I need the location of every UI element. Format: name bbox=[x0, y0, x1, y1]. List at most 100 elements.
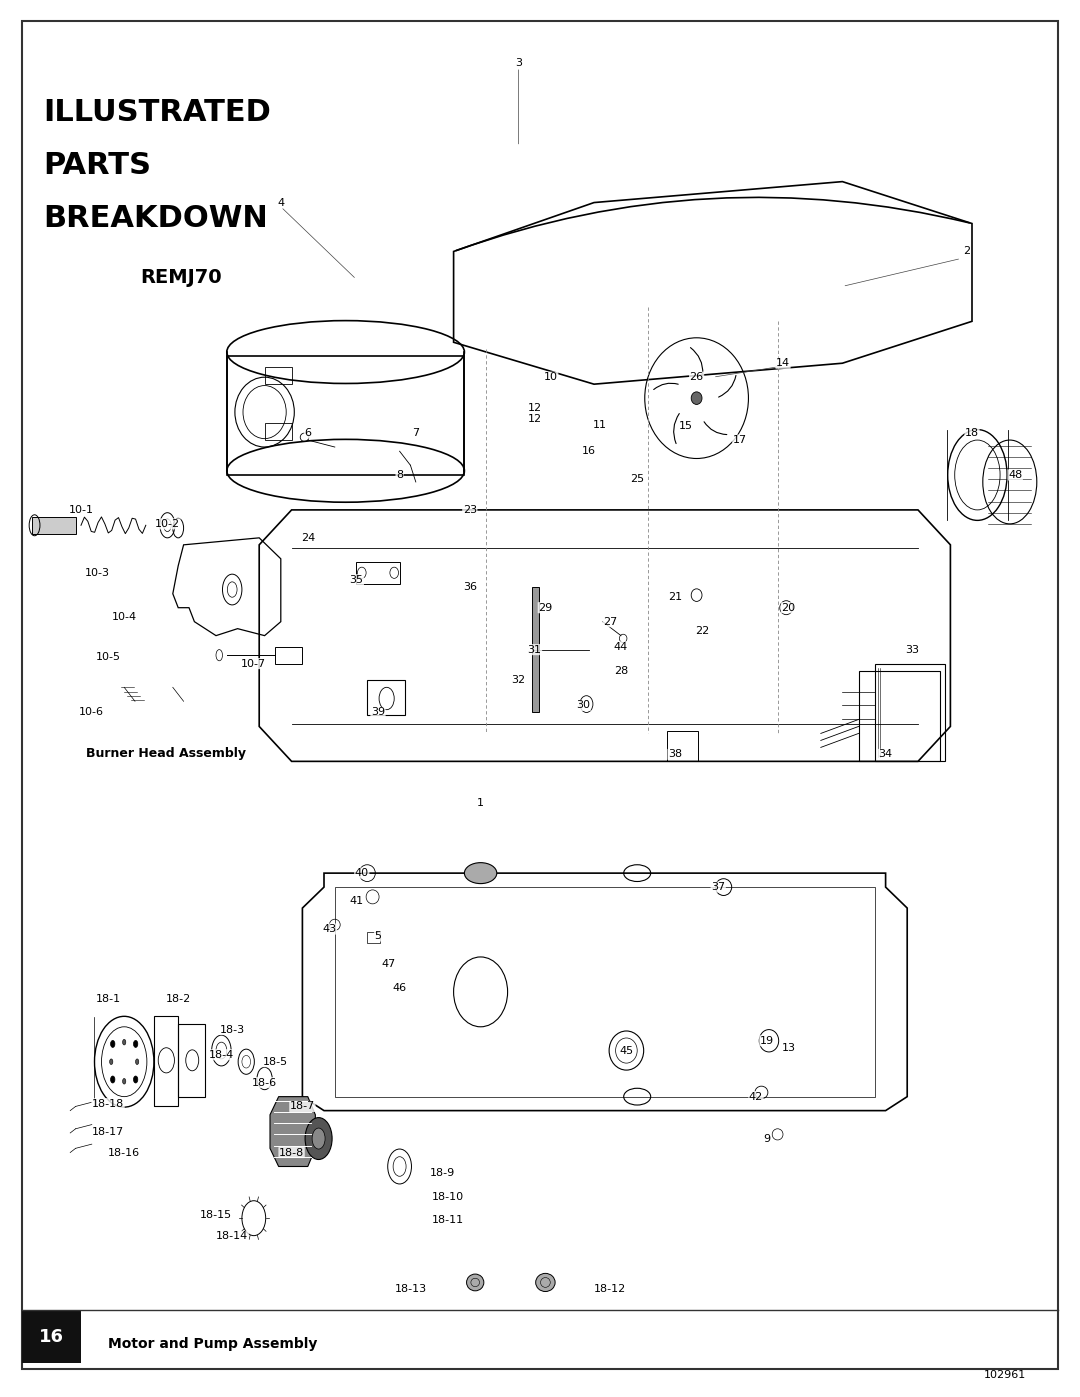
Text: 18-3: 18-3 bbox=[219, 1024, 245, 1035]
Text: 32: 32 bbox=[511, 675, 526, 686]
Text: 29: 29 bbox=[538, 602, 553, 613]
Text: 18-15: 18-15 bbox=[200, 1210, 232, 1221]
Bar bbox=[265, 423, 292, 440]
Ellipse shape bbox=[305, 1118, 333, 1160]
Text: 8: 8 bbox=[396, 469, 403, 481]
Text: 5: 5 bbox=[375, 930, 381, 942]
Bar bbox=[335, 887, 875, 1097]
Bar bbox=[667, 731, 698, 761]
Text: 18-11: 18-11 bbox=[432, 1214, 464, 1225]
Text: 34: 34 bbox=[878, 749, 893, 760]
Text: 26: 26 bbox=[689, 372, 704, 383]
Polygon shape bbox=[270, 1097, 315, 1166]
Bar bbox=[265, 367, 292, 384]
Text: 25: 25 bbox=[630, 474, 645, 485]
Ellipse shape bbox=[110, 1041, 114, 1048]
Text: 41: 41 bbox=[349, 895, 364, 907]
Text: 10-4: 10-4 bbox=[111, 612, 137, 623]
Text: 12: 12 bbox=[527, 414, 542, 425]
Bar bbox=[367, 680, 405, 715]
Ellipse shape bbox=[691, 393, 702, 405]
Ellipse shape bbox=[134, 1041, 138, 1048]
Ellipse shape bbox=[136, 1059, 138, 1065]
Text: 45: 45 bbox=[619, 1045, 634, 1056]
Text: 23: 23 bbox=[462, 504, 477, 515]
Text: 18-4: 18-4 bbox=[208, 1049, 234, 1060]
Text: 17: 17 bbox=[732, 434, 747, 446]
Text: 18-14: 18-14 bbox=[216, 1231, 248, 1242]
Ellipse shape bbox=[464, 863, 497, 884]
Text: 38: 38 bbox=[667, 749, 683, 760]
Text: 20: 20 bbox=[781, 602, 796, 613]
Ellipse shape bbox=[110, 1076, 114, 1083]
Text: 33: 33 bbox=[906, 644, 919, 655]
Text: 2: 2 bbox=[963, 246, 970, 257]
Text: 10: 10 bbox=[544, 372, 557, 383]
Text: 43: 43 bbox=[322, 923, 337, 935]
Text: ILLUSTRATED: ILLUSTRATED bbox=[43, 98, 271, 127]
Ellipse shape bbox=[123, 1078, 125, 1084]
Text: 7: 7 bbox=[413, 427, 419, 439]
Ellipse shape bbox=[312, 1129, 325, 1148]
Text: 9: 9 bbox=[764, 1133, 770, 1144]
Bar bbox=[367, 932, 380, 943]
Text: 4: 4 bbox=[278, 197, 284, 208]
Text: 18-5: 18-5 bbox=[262, 1056, 288, 1067]
Bar bbox=[32, 517, 76, 534]
Text: 24: 24 bbox=[300, 532, 315, 543]
Text: 18-6: 18-6 bbox=[252, 1077, 278, 1088]
Text: 18-9: 18-9 bbox=[430, 1168, 456, 1179]
Text: 28: 28 bbox=[613, 665, 629, 676]
Text: 15: 15 bbox=[679, 420, 692, 432]
Text: 14: 14 bbox=[775, 358, 791, 369]
Text: 18-1: 18-1 bbox=[95, 993, 121, 1004]
Ellipse shape bbox=[536, 1274, 555, 1291]
Ellipse shape bbox=[467, 1274, 484, 1291]
Text: 46: 46 bbox=[392, 982, 407, 993]
Text: 16: 16 bbox=[582, 446, 595, 457]
Text: 42: 42 bbox=[748, 1091, 764, 1102]
Text: 10-5: 10-5 bbox=[95, 651, 121, 662]
Text: 13: 13 bbox=[782, 1042, 795, 1053]
Text: 3: 3 bbox=[515, 57, 522, 68]
Text: 18-17: 18-17 bbox=[92, 1126, 124, 1137]
Text: 22: 22 bbox=[694, 626, 710, 637]
Text: 36: 36 bbox=[463, 581, 476, 592]
Bar bbox=[178, 1024, 205, 1097]
Bar bbox=[22, 1310, 81, 1363]
Text: 18-7: 18-7 bbox=[289, 1101, 315, 1112]
Text: 18: 18 bbox=[964, 427, 980, 439]
Text: 10-7: 10-7 bbox=[241, 658, 267, 669]
Text: 11: 11 bbox=[593, 419, 606, 430]
Text: 18-12: 18-12 bbox=[594, 1284, 626, 1295]
Text: 18-10: 18-10 bbox=[432, 1192, 464, 1203]
Text: 102961: 102961 bbox=[984, 1370, 1026, 1380]
Text: 39: 39 bbox=[370, 707, 386, 718]
Text: 10-6: 10-6 bbox=[79, 707, 105, 718]
Text: Burner Head Assembly: Burner Head Assembly bbox=[86, 747, 246, 760]
Text: REMJ70: REMJ70 bbox=[140, 268, 222, 288]
Text: 6: 6 bbox=[305, 427, 311, 439]
Text: 18-16: 18-16 bbox=[108, 1147, 140, 1158]
Bar bbox=[154, 1016, 178, 1106]
Text: 31: 31 bbox=[528, 644, 541, 655]
Text: 18-2: 18-2 bbox=[165, 993, 191, 1004]
Text: 44: 44 bbox=[613, 641, 629, 652]
Text: BREAKDOWN: BREAKDOWN bbox=[43, 204, 268, 233]
Ellipse shape bbox=[134, 1076, 138, 1083]
Text: 10-1: 10-1 bbox=[68, 504, 94, 515]
Text: 18-13: 18-13 bbox=[394, 1284, 427, 1295]
Text: 1: 1 bbox=[477, 798, 484, 809]
Text: 40: 40 bbox=[354, 868, 369, 879]
Text: 16: 16 bbox=[39, 1329, 64, 1345]
Bar bbox=[356, 562, 400, 584]
Bar bbox=[859, 671, 940, 761]
Text: 48: 48 bbox=[1008, 469, 1023, 481]
Text: 35: 35 bbox=[350, 574, 363, 585]
Bar bbox=[875, 664, 945, 761]
Text: 47: 47 bbox=[381, 958, 396, 970]
Text: 10-3: 10-3 bbox=[84, 567, 110, 578]
Text: 18-18: 18-18 bbox=[92, 1098, 124, 1109]
Ellipse shape bbox=[110, 1059, 113, 1065]
Bar bbox=[275, 647, 302, 664]
